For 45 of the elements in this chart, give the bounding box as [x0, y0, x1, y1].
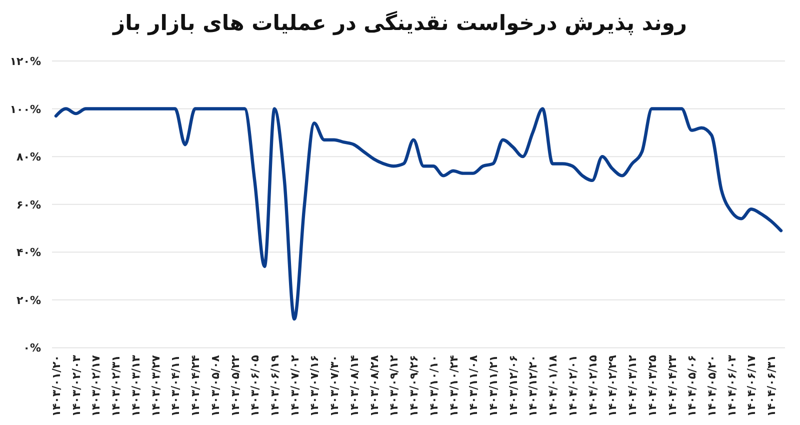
x-tick-label: ۱۴۰۳/۰۳/۲۷ — [149, 354, 162, 417]
x-tick-label: ۱۴۰۳/۰۴/۲۴ — [189, 354, 202, 417]
y-tick-label: ۲۰% — [16, 294, 41, 307]
x-tick-label: ۱۴۰۳/۰۲/۰۳ — [70, 354, 83, 417]
y-tick-label: ۴۰% — [16, 246, 41, 260]
x-tick-label: ۱۴۰۳/۰۴/۱۱ — [169, 355, 182, 417]
x-tick-label: ۱۴۰۳/۰۶/۱۹ — [268, 354, 282, 417]
x-tick-label: ۱۴۰۴/۰۳/۲۵ — [646, 354, 659, 417]
x-tick-label: ۱۴۰۳/۰۸/۲۸ — [368, 354, 381, 417]
x-tick-label: ۱۴۰۴/۰۴/۲۳ — [666, 354, 679, 417]
y-tick-label: ۰% — [23, 342, 41, 355]
x-tick-label: ۱۴۰۳/۰۸/۱۴ — [348, 354, 361, 417]
x-tick-label: ۱۴۰۳/۰۲/۳۱ — [110, 355, 123, 417]
y-tick-label: ۸۰% — [16, 150, 41, 164]
x-tick-label: ۱۴۰۳/۰۵/۲۲ — [228, 354, 242, 417]
x-tick-label: ۱۴۰۳/۰۷/۰۲ — [288, 354, 302, 417]
x-tick-label: ۱۴۰۳/۰۹/۱۲ — [388, 354, 401, 417]
x-tick-label: ۱۴۰۳/۱۱/۰۸ — [467, 354, 480, 417]
y-tick-label: ۱۰۰% — [10, 102, 41, 116]
x-tick-label: ۱۴۰۴/۰۵/۲۰ — [705, 355, 718, 417]
x-tick-label: ۱۴۰۳/۰۲/۱۷ — [90, 354, 103, 417]
x-tick-label: ۱۴۰۳/۰۵/۰۸ — [208, 354, 222, 417]
x-tick-label: ۱۴۰۳/۰۶/۰۵ — [248, 354, 262, 417]
x-tick-label: ۱۴۰۴/۰۲/۰۱ — [566, 355, 580, 417]
y-tick-label: ۱۲۰% — [10, 55, 41, 68]
x-tick-label: ۱۴۰۳/۰۱/۲۰ — [50, 355, 63, 417]
x-tick-label: ۱۴۰۳/۱۰/۲۴ — [447, 354, 460, 417]
x-tick-label: ۱۴۰۳/۰۳/۱۳ — [129, 354, 142, 417]
x-tick-label: ۱۴۰۴/۰۵/۰۶ — [686, 355, 699, 417]
x-tick-label: ۱۴۰۳/۰۹/۲۶ — [408, 355, 421, 417]
x-tick-label: ۱۴۰۳/۰۷/۳۰ — [328, 355, 342, 417]
title: روند پذیرش درخواست نقدینگی در عملیات های بازار باز — [113, 11, 687, 35]
x-tick-label: ۱۴۰۳/۱۲/۰۶ — [506, 355, 520, 417]
x-tick-label: ۱۴۰۴/۰۱/۱۸ — [546, 354, 560, 417]
x-tick-label: ۱۴۰۴/۰۳/۱۲ — [626, 354, 640, 417]
y-tick-label: ۶۰% — [16, 198, 41, 212]
x-tick-label: ۱۴۰۳/۱۲/۲۰ — [526, 355, 540, 417]
x-tick-label: ۱۴۰۴/۰۲/۲۹ — [606, 354, 620, 417]
x-tick-label: ۱۴۰۴/۰۶/۳۱ — [765, 355, 778, 417]
x-tick-label: ۱۴۰۴/۰۶/۱۷ — [745, 354, 758, 417]
x-tick-label: ۱۴۰۳/۱۰/۱۰ — [427, 355, 440, 417]
x-tick-label: ۱۴۰۴/۰۲/۱۵ — [586, 354, 600, 417]
x-tick-label: ۱۴۰۳/۰۷/۱۶ — [308, 355, 322, 417]
x-tick-label: ۱۴۰۳/۱۱/۲۱ — [486, 355, 500, 417]
x-tick-label: ۱۴۰۴/۰۶/۰۳ — [725, 354, 738, 417]
